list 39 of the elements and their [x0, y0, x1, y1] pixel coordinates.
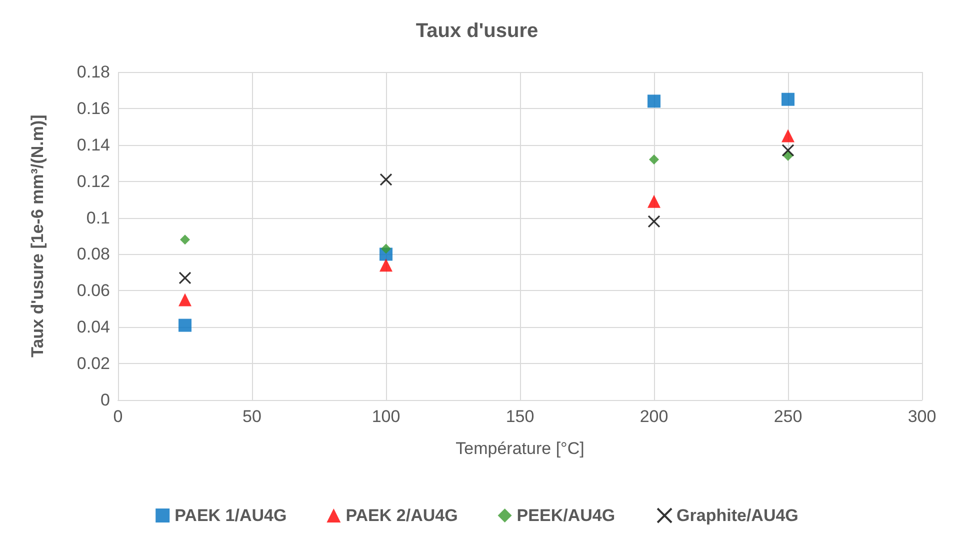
y-tick-label: 0.18	[76, 62, 110, 82]
y-tick-label: 0.16	[76, 98, 110, 118]
legend-label: PEEK/AU4G	[516, 506, 616, 525]
x-tick-label: 0	[113, 407, 123, 426]
point	[648, 94, 660, 108]
chart-title: Taux d'usure	[416, 20, 538, 42]
point	[178, 318, 192, 332]
y-tick-label: 0.12	[76, 172, 110, 191]
point	[783, 150, 793, 161]
y-tick-label: 0.1	[86, 208, 110, 228]
legend-label: PAEK 1/AU4G	[174, 506, 287, 525]
point	[381, 244, 391, 254]
y-tick-label: 0.04	[76, 318, 110, 337]
point	[782, 144, 794, 157]
point	[380, 173, 392, 186]
y-tick-label: 0.08	[76, 244, 110, 264]
point	[649, 154, 659, 164]
point	[782, 129, 794, 142]
x-axis-title: Température [°C]	[456, 439, 584, 458]
y-tick-label: 0	[100, 390, 110, 410]
point	[380, 258, 392, 272]
y-tick-label: 0.14	[76, 135, 110, 154]
y-tick-label: 0.02	[76, 354, 110, 374]
legend-label: PAEK 2/AU4G	[346, 506, 458, 525]
x-tick-label: 200	[640, 407, 668, 426]
point	[648, 215, 660, 228]
x-tick-label: 250	[774, 407, 802, 426]
legend-label: Graphite/AU4G	[676, 506, 798, 525]
x-tick-label: 50	[242, 407, 262, 426]
point	[178, 293, 192, 306]
point	[180, 234, 190, 245]
x-tick-label: 300	[908, 407, 936, 426]
point	[648, 194, 660, 208]
y-axis-title: Taux d'usure [1e-6 mm³/(N.m)]	[28, 114, 47, 358]
y-tick-label: 0.06	[76, 281, 110, 300]
point	[178, 272, 192, 284]
point	[782, 92, 794, 106]
x-tick-label: 100	[372, 407, 400, 426]
x-tick-label: 150	[506, 407, 534, 426]
